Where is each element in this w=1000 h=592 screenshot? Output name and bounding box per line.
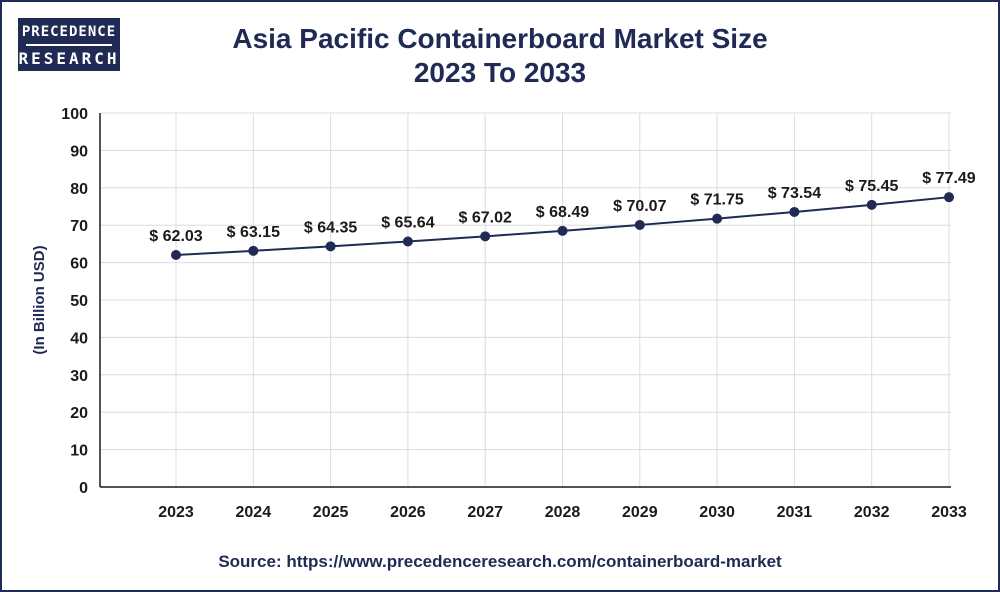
data-point bbox=[480, 231, 491, 242]
y-tick-label: 90 bbox=[70, 143, 88, 160]
x-tick-label: 2032 bbox=[854, 504, 890, 521]
x-tick-label: 2033 bbox=[931, 504, 967, 521]
data-label: $ 77.49 bbox=[922, 170, 975, 187]
y-tick-label: 100 bbox=[61, 106, 88, 123]
data-label: $ 68.49 bbox=[536, 204, 589, 221]
brand-logo: PRECEDENCE RESEARCH bbox=[18, 18, 120, 71]
logo-line-2: RESEARCH bbox=[18, 49, 120, 68]
y-tick-label: 10 bbox=[70, 443, 88, 460]
data-point bbox=[634, 219, 645, 230]
data-label: $ 62.03 bbox=[149, 228, 202, 245]
y-axis-title: (In Billion USD) bbox=[31, 245, 48, 354]
data-point bbox=[325, 241, 336, 252]
y-tick-label: 0 bbox=[79, 480, 88, 497]
data-label: $ 70.07 bbox=[613, 198, 666, 215]
y-tick-label: 80 bbox=[70, 181, 88, 198]
x-tick-label: 2030 bbox=[699, 504, 735, 521]
data-point bbox=[171, 250, 181, 261]
logo-line-1: PRECEDENCE bbox=[21, 24, 117, 40]
data-point bbox=[557, 225, 568, 236]
chart-title: Asia Pacific Containerboard Market Size … bbox=[150, 22, 850, 90]
chart-title-line-2: 2023 To 2033 bbox=[413, 57, 587, 88]
y-tick-label: 60 bbox=[70, 256, 88, 273]
x-tick-label: 2031 bbox=[777, 504, 813, 521]
chart-title-line-1: Asia Pacific Containerboard Market Size bbox=[232, 23, 768, 54]
source-citation: Source: https://www.precedenceresearch.c… bbox=[218, 552, 782, 571]
x-tick-label: 2025 bbox=[313, 504, 349, 521]
x-tick-label: 2024 bbox=[236, 504, 272, 521]
logo-divider bbox=[26, 44, 112, 46]
data-label: $ 73.54 bbox=[768, 185, 821, 202]
y-tick-label: 70 bbox=[70, 218, 88, 235]
x-tick-label: 2027 bbox=[467, 504, 503, 521]
data-point bbox=[789, 206, 800, 217]
data-label: $ 63.15 bbox=[227, 224, 280, 241]
y-tick-label: 30 bbox=[70, 368, 88, 385]
data-label: $ 64.35 bbox=[304, 219, 357, 236]
data-label: $ 67.02 bbox=[459, 209, 512, 226]
y-tick-label: 20 bbox=[70, 405, 88, 422]
data-point bbox=[866, 199, 877, 210]
data-point bbox=[402, 236, 413, 247]
x-tick-label: 2028 bbox=[545, 504, 581, 521]
y-tick-label: 40 bbox=[70, 330, 88, 347]
data-point bbox=[248, 245, 259, 256]
y-tick-label: 50 bbox=[70, 293, 88, 310]
data-label: $ 75.45 bbox=[845, 178, 898, 195]
data-label: $ 71.75 bbox=[690, 192, 743, 209]
x-tick-label: 2026 bbox=[390, 504, 426, 521]
data-point bbox=[712, 213, 723, 224]
x-tick-label: 2029 bbox=[622, 504, 658, 521]
data-label: $ 65.64 bbox=[381, 215, 434, 232]
data-point bbox=[944, 192, 954, 203]
x-tick-label: 2023 bbox=[158, 504, 194, 521]
